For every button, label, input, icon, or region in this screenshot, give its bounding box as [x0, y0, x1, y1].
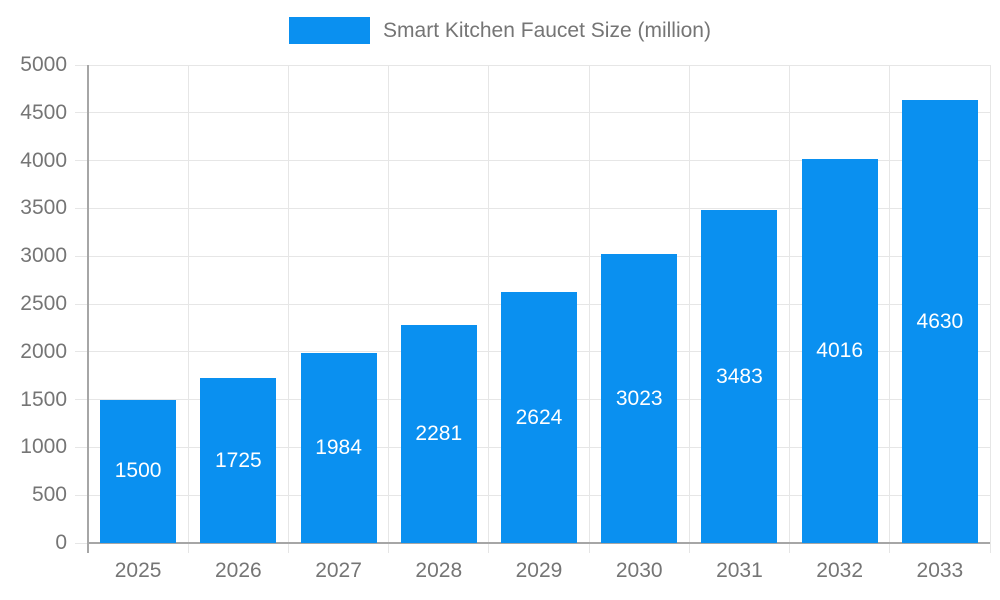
gridline-vertical — [588, 65, 590, 553]
y-tick-label: 3000 — [20, 244, 67, 268]
bar[interactable] — [801, 159, 878, 543]
bar[interactable] — [400, 324, 477, 543]
bar[interactable] — [701, 210, 778, 543]
y-tick-label: 5000 — [20, 53, 67, 76]
gridline-horizontal — [75, 64, 990, 66]
bar[interactable] — [300, 353, 377, 543]
x-tick-label: 2028 — [415, 559, 463, 582]
gridline-vertical — [388, 65, 390, 553]
bar-value-label: 2624 — [515, 405, 563, 429]
bar-value-label: 4016 — [816, 339, 864, 363]
gridline-vertical — [688, 65, 690, 553]
gridline-vertical — [889, 65, 891, 553]
y-tick-label: 1500 — [20, 387, 67, 411]
plot-area: 0 500 1000 1500 2000 2500 3000 3500 4000 4500 5000… — [20, 53, 991, 582]
y-tick-label: 2500 — [20, 292, 67, 315]
x-tick-label: 2026 — [214, 559, 262, 582]
bar-value-label: 3023 — [615, 386, 663, 410]
x-tick-label: 2031 — [716, 559, 763, 582]
y-tick-label: 0 — [55, 531, 67, 554]
bar[interactable] — [200, 378, 277, 543]
bar[interactable] — [901, 100, 978, 543]
bar-value-label: 1984 — [315, 436, 362, 460]
gridline-horizontal — [75, 255, 990, 257]
x-tick-label: 2029 — [515, 559, 563, 582]
gridline-horizontal — [75, 207, 990, 209]
x-tick-label: 2027 — [315, 559, 362, 582]
bar-value-label: 1725 — [214, 448, 262, 472]
y-tick-label: 3500 — [20, 196, 67, 220]
bar-value-label: 4630 — [916, 309, 964, 333]
x-tick-label: 2032 — [816, 559, 864, 582]
x-tick-label: 2025 — [114, 559, 162, 582]
y-axis-line — [87, 65, 89, 553]
legend-swatch — [289, 17, 371, 44]
bar-value-label: 1500 — [114, 459, 162, 483]
bar-value-label: 3483 — [716, 364, 763, 388]
gridline-vertical — [488, 65, 490, 553]
gridline-vertical — [789, 65, 791, 553]
x-axis-line — [88, 542, 990, 544]
bar[interactable] — [601, 254, 678, 543]
y-tick-label: 4000 — [20, 148, 67, 172]
y-tick-label: 1000 — [20, 435, 67, 459]
bar-value-label: 2281 — [415, 421, 463, 445]
x-tick-label: 2033 — [916, 559, 964, 582]
gridline-vertical — [287, 65, 289, 553]
gridline-horizontal — [75, 160, 990, 162]
legend[interactable]: Smart Kitchen Faucet Size (million) — [0, 17, 1000, 44]
x-tick-label: 2030 — [615, 559, 663, 582]
y-tick-label: 500 — [31, 483, 67, 507]
y-tick-label: 2000 — [20, 339, 67, 363]
legend-label: Smart Kitchen Faucet Size (million) — [383, 18, 711, 42]
y-tick-label: 4500 — [20, 100, 67, 124]
gridline-horizontal — [75, 112, 990, 114]
gridline-vertical — [187, 65, 189, 553]
bar[interactable] — [100, 399, 177, 543]
gridline-vertical — [989, 65, 991, 553]
bar[interactable] — [501, 292, 577, 543]
